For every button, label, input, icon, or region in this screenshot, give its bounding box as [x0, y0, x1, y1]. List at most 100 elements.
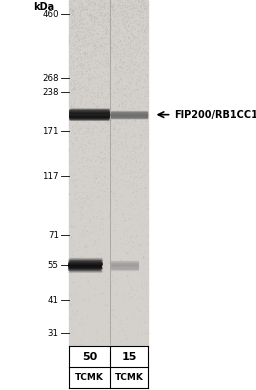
Point: [100, 37, 104, 43]
Point: [120, 93, 124, 99]
Point: [144, 30, 148, 36]
Point: [136, 99, 141, 106]
Point: [113, 5, 117, 11]
Point: [126, 39, 130, 45]
Point: [128, 36, 132, 43]
Point: [69, 130, 73, 136]
Point: [93, 69, 97, 75]
Point: [122, 8, 126, 14]
Point: [122, 242, 126, 248]
Point: [79, 9, 83, 15]
Text: 71: 71: [48, 231, 59, 240]
Point: [125, 13, 129, 20]
Point: [134, 183, 138, 189]
Point: [140, 83, 144, 89]
Point: [115, 10, 120, 16]
Point: [67, 64, 71, 70]
Point: [101, 19, 105, 25]
Point: [73, 135, 77, 142]
Point: [91, 126, 95, 132]
Point: [123, 296, 127, 302]
Point: [77, 194, 81, 200]
Point: [72, 201, 76, 207]
Point: [84, 130, 88, 136]
Point: [88, 102, 92, 108]
Point: [103, 62, 107, 69]
Point: [126, 11, 130, 17]
Point: [87, 196, 91, 202]
Point: [88, 106, 92, 113]
Point: [119, 57, 123, 63]
Point: [120, 107, 124, 113]
Point: [118, 90, 122, 96]
Point: [101, 95, 105, 101]
Point: [109, 23, 113, 30]
Point: [129, 87, 133, 93]
Point: [93, 102, 97, 108]
Point: [100, 156, 104, 162]
Point: [82, 91, 86, 97]
Point: [145, 118, 149, 124]
Point: [141, 60, 145, 66]
Point: [105, 96, 110, 103]
Point: [143, 103, 147, 109]
Point: [128, 4, 132, 10]
Point: [111, 314, 115, 320]
Point: [98, 62, 102, 68]
Point: [101, 264, 105, 270]
Point: [128, 201, 132, 207]
Point: [127, 5, 131, 11]
Point: [138, 126, 142, 132]
Point: [76, 0, 80, 7]
Point: [98, 64, 102, 70]
Point: [130, 31, 134, 37]
Point: [126, 225, 130, 232]
Point: [80, 43, 84, 50]
Point: [129, 5, 133, 12]
Point: [100, 22, 104, 28]
Point: [72, 87, 76, 93]
Point: [115, 32, 119, 38]
Point: [128, 53, 132, 59]
Point: [129, 168, 133, 174]
Point: [141, 22, 145, 28]
Point: [118, 73, 122, 79]
Point: [84, 119, 88, 125]
Point: [129, 34, 133, 40]
Point: [81, 84, 85, 90]
Point: [90, 16, 94, 23]
Point: [141, 22, 145, 28]
Point: [110, 23, 114, 29]
Point: [134, 8, 138, 14]
Point: [82, 43, 87, 50]
Point: [143, 5, 147, 11]
Point: [102, 53, 106, 59]
Point: [123, 24, 127, 30]
Point: [91, 129, 95, 135]
Point: [127, 39, 131, 45]
Point: [98, 151, 102, 158]
Point: [113, 137, 117, 143]
Point: [111, 262, 115, 269]
Point: [111, 50, 115, 56]
Point: [73, 117, 78, 123]
Point: [120, 167, 124, 173]
Point: [90, 16, 94, 23]
Point: [137, 113, 141, 119]
Point: [98, 212, 102, 218]
Point: [122, 1, 126, 7]
Point: [129, 57, 133, 63]
Point: [85, 39, 89, 45]
Point: [115, 289, 120, 295]
Point: [77, 25, 81, 32]
Point: [76, 23, 80, 30]
Point: [113, 89, 117, 96]
Point: [78, 129, 82, 136]
Point: [144, 85, 148, 91]
Point: [81, 17, 85, 23]
Point: [136, 30, 141, 36]
Point: [103, 0, 107, 4]
Point: [90, 96, 94, 103]
Point: [124, 11, 128, 18]
Point: [107, 12, 111, 19]
